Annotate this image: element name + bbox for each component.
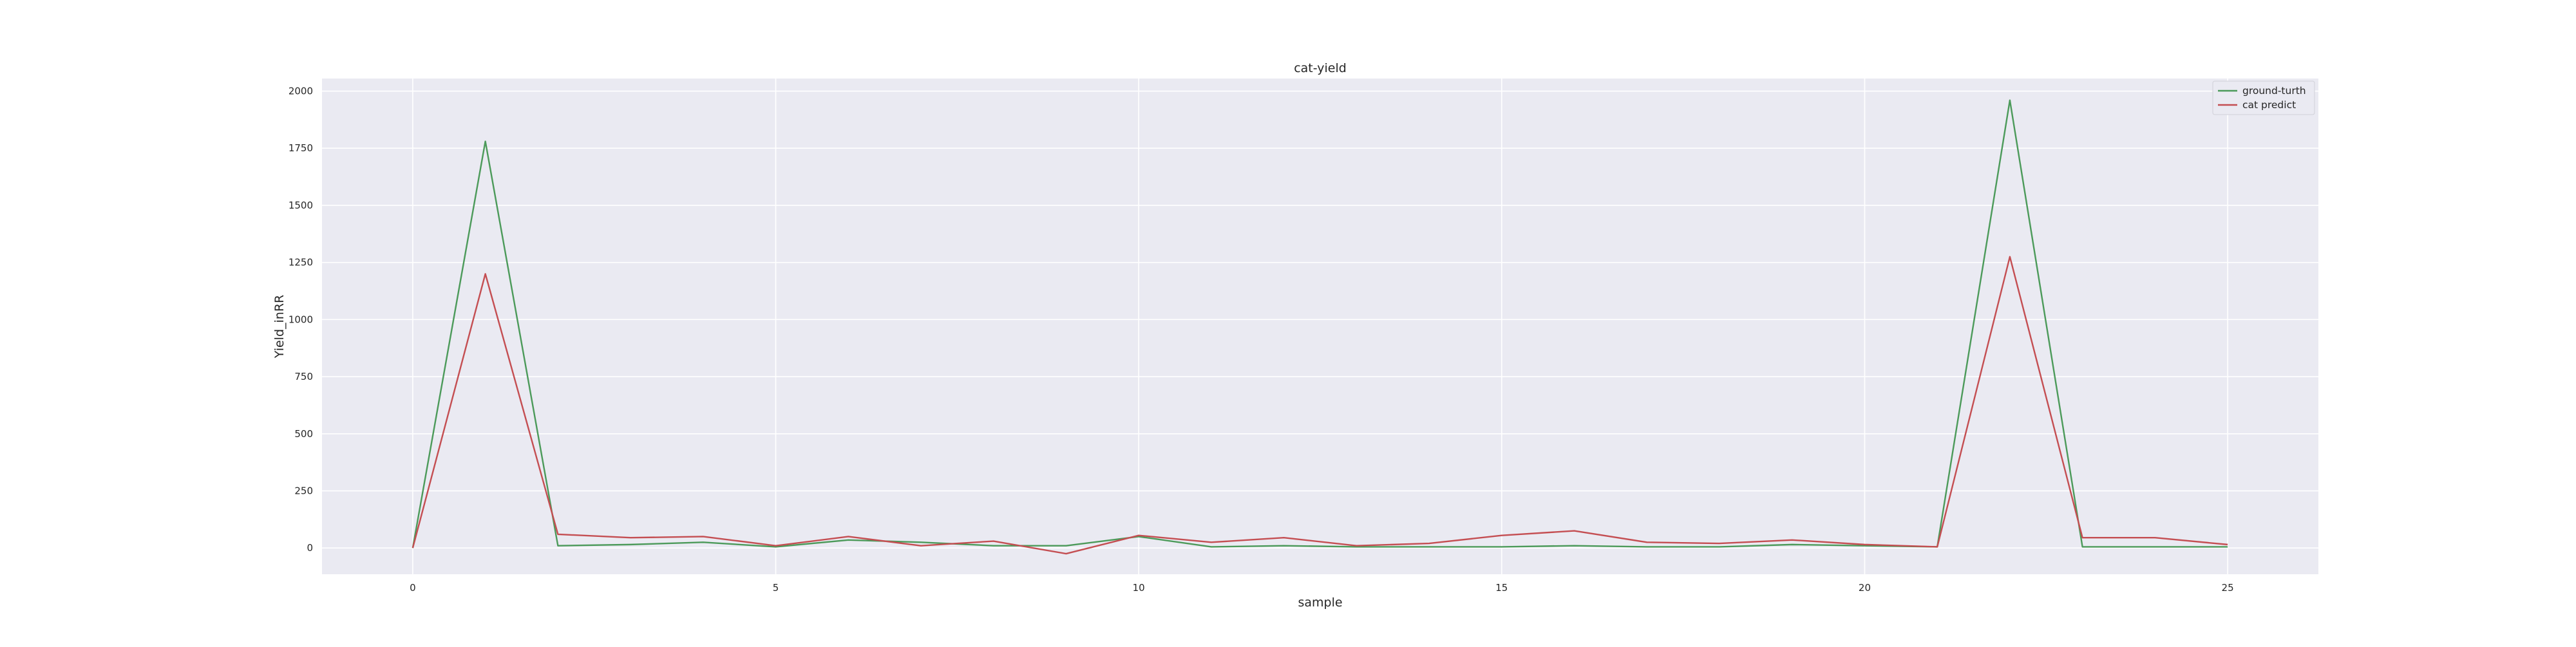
x-tick-label: 25 [2222,582,2234,594]
y-axis-label: Yield_inRR [272,295,287,359]
y-tick-label: 500 [294,428,313,440]
legend-box [2212,80,2315,115]
legend: ground-turth cat predict [2212,80,2315,115]
chart-title: cat-yield [1294,61,1347,75]
x-tick-label: 15 [1495,582,1508,594]
x-tick-label: 10 [1133,582,1145,594]
y-tick-label: 1500 [289,200,313,211]
x-tick-label: 0 [410,582,416,594]
y-tick-label: 1250 [289,257,313,268]
data-series [412,99,2228,555]
x-tick-label: 5 [773,582,779,594]
y-tick-label: 0 [307,542,313,554]
x-tick-label: 20 [1859,582,1871,594]
y-tick-label: 2000 [289,86,313,97]
y-tick-label: 1750 [289,142,313,154]
legend-label-0: ground-turth [2242,85,2306,97]
y-tick-label: 250 [294,485,313,496]
y-tick-label: 750 [294,371,313,382]
legend-label-1: cat predict [2242,99,2296,111]
y-tick-label: 1000 [289,314,313,325]
series-line-1 [412,256,2228,555]
plot-background [322,79,2318,574]
x-axis-label: sample [1298,595,1342,610]
grid-lines [322,79,2318,574]
